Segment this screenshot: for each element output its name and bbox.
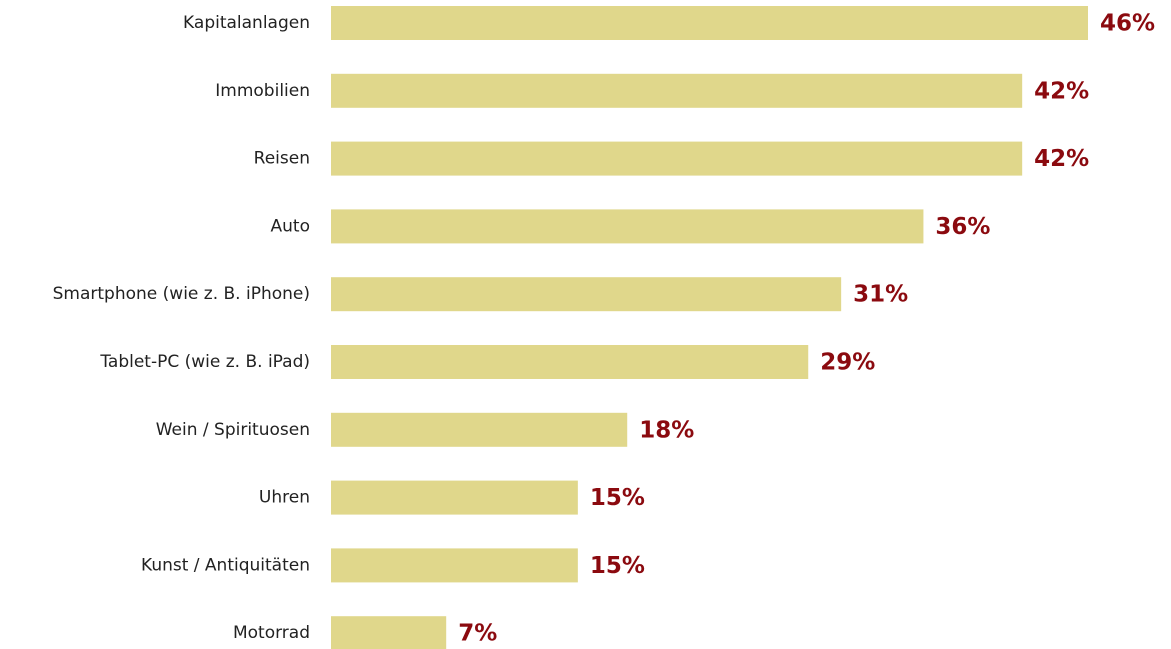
category-label: Tablet-PC (wie z. B. iPad) bbox=[99, 352, 310, 372]
value-label: 18% bbox=[639, 417, 694, 443]
value-label: 31% bbox=[853, 282, 908, 308]
category-label: Kapitalanlagen bbox=[183, 13, 310, 33]
value-label: 36% bbox=[935, 214, 990, 240]
category-label: Motorrad bbox=[233, 623, 310, 643]
value-label: 29% bbox=[820, 350, 875, 376]
bar bbox=[331, 209, 924, 244]
category-label: Immobilien bbox=[215, 81, 310, 101]
category-label: Kunst / Antiquitäten bbox=[141, 555, 310, 575]
bar bbox=[331, 277, 842, 312]
value-label: 42% bbox=[1034, 78, 1089, 104]
category-label: Auto bbox=[271, 216, 310, 236]
bar bbox=[331, 141, 1023, 176]
bar bbox=[331, 73, 1023, 108]
bar bbox=[331, 412, 628, 447]
category-label: Reisen bbox=[254, 149, 310, 169]
value-label: 15% bbox=[590, 553, 645, 579]
bar bbox=[331, 6, 1088, 40]
bar bbox=[331, 616, 447, 649]
value-label: 46% bbox=[1100, 11, 1155, 37]
bar bbox=[331, 345, 809, 379]
category-label: Smartphone (wie z. B. iPhone) bbox=[53, 284, 310, 304]
category-label: Uhren bbox=[259, 488, 310, 508]
value-label: 15% bbox=[590, 485, 645, 511]
bar bbox=[331, 548, 578, 583]
bar bbox=[331, 480, 578, 515]
category-label: Wein / Spirituosen bbox=[156, 420, 310, 440]
value-label: 7% bbox=[458, 621, 497, 647]
value-label: 42% bbox=[1034, 146, 1089, 172]
